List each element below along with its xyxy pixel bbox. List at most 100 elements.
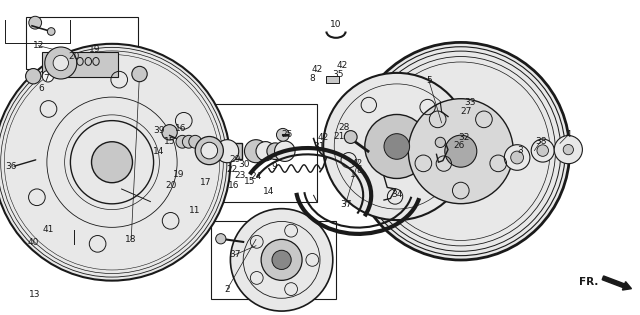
Text: 40: 40 [28, 238, 39, 247]
Text: 6: 6 [39, 84, 44, 93]
Text: 12: 12 [33, 41, 44, 50]
Circle shape [162, 125, 177, 140]
Circle shape [445, 135, 477, 167]
Bar [26, 17, 138, 69]
Text: 32: 32 [458, 134, 470, 142]
Circle shape [352, 43, 570, 260]
Circle shape [53, 55, 68, 71]
Text: 14: 14 [153, 147, 164, 156]
Circle shape [537, 145, 548, 156]
Text: 29: 29 [230, 155, 241, 163]
Circle shape [230, 209, 333, 311]
Text: 8: 8 [357, 166, 362, 175]
Circle shape [511, 151, 524, 164]
Circle shape [261, 239, 302, 280]
Text: 42: 42 [351, 159, 363, 168]
Circle shape [554, 135, 582, 164]
Text: 42: 42 [317, 134, 329, 142]
Circle shape [267, 143, 284, 159]
Bar [211, 220, 336, 299]
Circle shape [256, 142, 275, 161]
Text: 26: 26 [454, 141, 465, 150]
Text: 21: 21 [333, 132, 345, 140]
Circle shape [276, 129, 289, 141]
Circle shape [216, 140, 239, 163]
Text: 8: 8 [310, 74, 315, 83]
Text: FR.: FR. [579, 277, 598, 287]
Text: 30: 30 [239, 160, 250, 169]
Text: 5: 5 [426, 76, 431, 85]
Text: 28: 28 [339, 123, 350, 132]
Text: 16: 16 [228, 181, 239, 190]
Text: 19: 19 [89, 45, 100, 54]
Circle shape [272, 250, 291, 269]
Circle shape [244, 140, 268, 163]
Circle shape [92, 142, 132, 183]
Text: 3: 3 [517, 146, 522, 155]
Text: 37: 37 [230, 250, 241, 259]
Circle shape [26, 69, 41, 84]
Circle shape [0, 44, 230, 281]
Circle shape [365, 114, 429, 179]
Text: 33: 33 [465, 98, 476, 107]
Circle shape [132, 66, 147, 82]
Text: 18: 18 [125, 235, 137, 244]
Text: 20: 20 [68, 52, 79, 61]
Text: 17: 17 [200, 178, 212, 186]
Text: 42: 42 [311, 65, 323, 74]
Text: 36: 36 [6, 163, 17, 171]
FancyArrow shape [602, 276, 632, 290]
Text: 16: 16 [175, 124, 186, 133]
Text: 39: 39 [153, 126, 164, 135]
Text: 20: 20 [166, 181, 177, 190]
Text: 35: 35 [332, 70, 344, 78]
Text: 15: 15 [164, 137, 175, 146]
Circle shape [563, 145, 573, 155]
Circle shape [216, 234, 226, 244]
Text: 22: 22 [226, 165, 237, 174]
Text: 24: 24 [250, 172, 262, 181]
Text: 11: 11 [189, 206, 201, 215]
Bar [150, 104, 317, 202]
Text: 13: 13 [29, 290, 41, 299]
Text: 1: 1 [351, 170, 356, 179]
Circle shape [45, 47, 77, 79]
Circle shape [275, 141, 295, 162]
Circle shape [531, 139, 554, 162]
Circle shape [344, 131, 357, 143]
Text: 27: 27 [460, 107, 472, 116]
Text: 34: 34 [391, 190, 403, 199]
Text: 41: 41 [42, 226, 54, 234]
Circle shape [47, 28, 55, 35]
Circle shape [201, 142, 218, 159]
Circle shape [176, 135, 189, 148]
Bar [212, 143, 241, 159]
Text: 14: 14 [263, 187, 275, 196]
Text: 9: 9 [271, 162, 276, 171]
Bar [42, 52, 118, 77]
Circle shape [504, 145, 530, 170]
Circle shape [323, 73, 470, 220]
Text: 7: 7 [44, 74, 49, 83]
Circle shape [182, 135, 195, 148]
Text: 31: 31 [313, 142, 324, 151]
Text: 42: 42 [337, 61, 348, 70]
Bar [326, 76, 339, 83]
Circle shape [408, 99, 513, 204]
Circle shape [195, 136, 223, 165]
Circle shape [42, 71, 54, 82]
Circle shape [384, 134, 410, 159]
Circle shape [29, 16, 42, 29]
Text: 10: 10 [330, 20, 342, 29]
Text: 19: 19 [173, 170, 185, 179]
Circle shape [70, 121, 154, 204]
Text: 4: 4 [566, 130, 571, 139]
Text: 38: 38 [535, 137, 547, 146]
Circle shape [435, 137, 445, 147]
Text: 23: 23 [234, 171, 246, 180]
Text: 37: 37 [340, 200, 351, 209]
Text: 25: 25 [281, 130, 292, 139]
Text: 15: 15 [244, 177, 255, 186]
Text: 2: 2 [225, 285, 230, 294]
Circle shape [189, 135, 202, 148]
